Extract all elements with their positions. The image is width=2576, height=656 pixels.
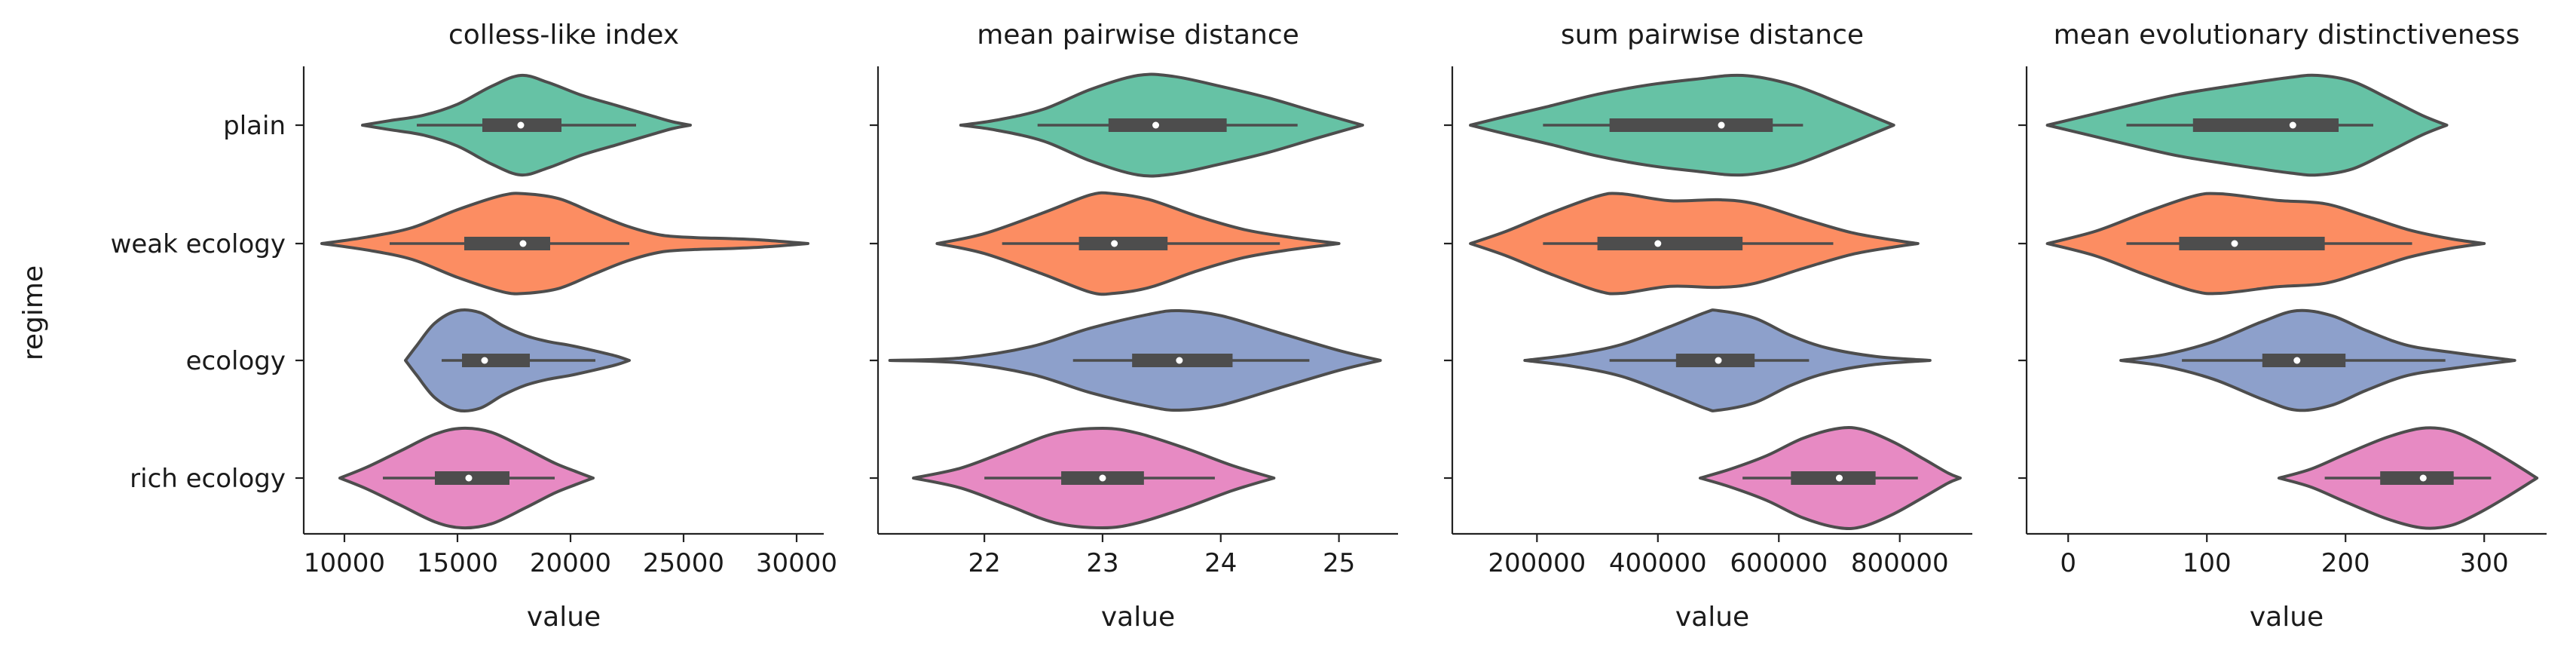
violin-plain [1469, 73, 1895, 177]
panel-2: mean pairwise distance 22 23 24 25 value [870, 20, 1398, 633]
violin-iqr-box [1597, 237, 1743, 250]
x-tick-label: 600000 [1730, 548, 1828, 578]
violin-median [517, 121, 525, 129]
x-tick-label: 15000 [417, 548, 498, 578]
y-axis-label: regime [18, 265, 49, 360]
panel-title: mean evolutionary distinctiveness [2054, 20, 2520, 51]
violin-iqr-box [2380, 471, 2454, 485]
violin-rich-ecology [1698, 425, 1962, 531]
violin-median [1176, 357, 1183, 364]
violin-median [2289, 121, 2296, 129]
violin-iqr-box [1108, 118, 1227, 132]
violin-median [1111, 240, 1118, 247]
x-tick-label: 10000 [304, 548, 385, 578]
x-tick-label: 25 [1323, 548, 1355, 578]
violin-weak-ecology [320, 192, 809, 296]
violin-weak-ecology [1469, 192, 1920, 296]
x-axis-label: value [1675, 602, 1749, 633]
y-tick-label: plain [223, 111, 286, 141]
violin-iqr-box [2262, 354, 2346, 367]
violin-rich-ecology [912, 427, 1276, 529]
panels: colless-like index plain weak ecology ecolo… [111, 20, 2547, 633]
x-tick-label: 800000 [1851, 548, 1949, 578]
violin-median [519, 240, 527, 247]
violin-median [1715, 357, 1722, 364]
violin-iqr-box [464, 237, 550, 250]
violin-iqr-box [1791, 471, 1876, 485]
violin-rich-ecology [2277, 426, 2539, 530]
violin-median [2293, 357, 2301, 364]
violin-median [2231, 240, 2238, 247]
violin-median [1835, 474, 1843, 482]
x-tick-label: 22 [968, 548, 1001, 578]
x-axis-label: value [1101, 602, 1175, 633]
violin-median [2419, 474, 2427, 482]
panel-title: sum pairwise distance [1561, 20, 1864, 51]
x-tick-label: 100 [2183, 548, 2232, 578]
panel-title: mean pairwise distance [977, 20, 1299, 51]
violin-weak-ecology [2045, 192, 2486, 296]
panel-1: colless-like index plain weak ecology ecolo… [111, 20, 838, 633]
panel-title: colless-like index [448, 20, 679, 51]
violin-ecology [1523, 308, 1932, 412]
violin-plain [959, 72, 1364, 178]
x-tick-label: 20000 [530, 548, 611, 578]
violin-median [1654, 240, 1662, 247]
violin-iqr-box [2192, 118, 2339, 132]
x-tick-label: 200000 [1488, 548, 1586, 578]
panel-3: sum pairwise distance 200000 400000 600000 8… [1444, 20, 1972, 633]
violin-median [1152, 121, 1160, 129]
violin-weak-ecology [935, 191, 1341, 296]
x-tick-label: 30000 [756, 548, 837, 578]
y-tick-label: weak ecology [111, 229, 286, 259]
violin-rich-ecology [338, 426, 595, 530]
violin-median [1718, 121, 1725, 129]
y-tick-label: ecology [186, 346, 286, 376]
x-tick-label: 25000 [643, 548, 724, 578]
violin-median [1099, 474, 1106, 482]
violin-iqr-box [462, 354, 530, 367]
violin-iqr-box [2179, 237, 2325, 250]
violin-ecology [888, 308, 1382, 412]
panel-4: mean evolutionary distinctiveness 0 100 200… [2018, 20, 2547, 633]
violin-ecology [2119, 308, 2516, 412]
violin-iqr-box [1078, 237, 1168, 250]
violin-plain [361, 73, 692, 177]
x-tick-label: 300 [2460, 548, 2509, 578]
x-axis-label: value [2250, 602, 2324, 633]
x-axis-label: value [527, 602, 601, 633]
y-tick-label: rich ecology [130, 464, 286, 494]
violin-iqr-box [1609, 118, 1773, 132]
x-tick-label: 24 [1204, 548, 1237, 578]
violin-median [481, 357, 488, 364]
x-tick-label: 200 [2321, 548, 2370, 578]
violin-ecology [404, 308, 631, 413]
x-tick-label: 0 [2060, 548, 2076, 578]
violin-plain [2045, 73, 2449, 177]
x-tick-label: 400000 [1609, 548, 1707, 578]
x-tick-label: 23 [1086, 548, 1118, 578]
violin-median [465, 474, 473, 482]
